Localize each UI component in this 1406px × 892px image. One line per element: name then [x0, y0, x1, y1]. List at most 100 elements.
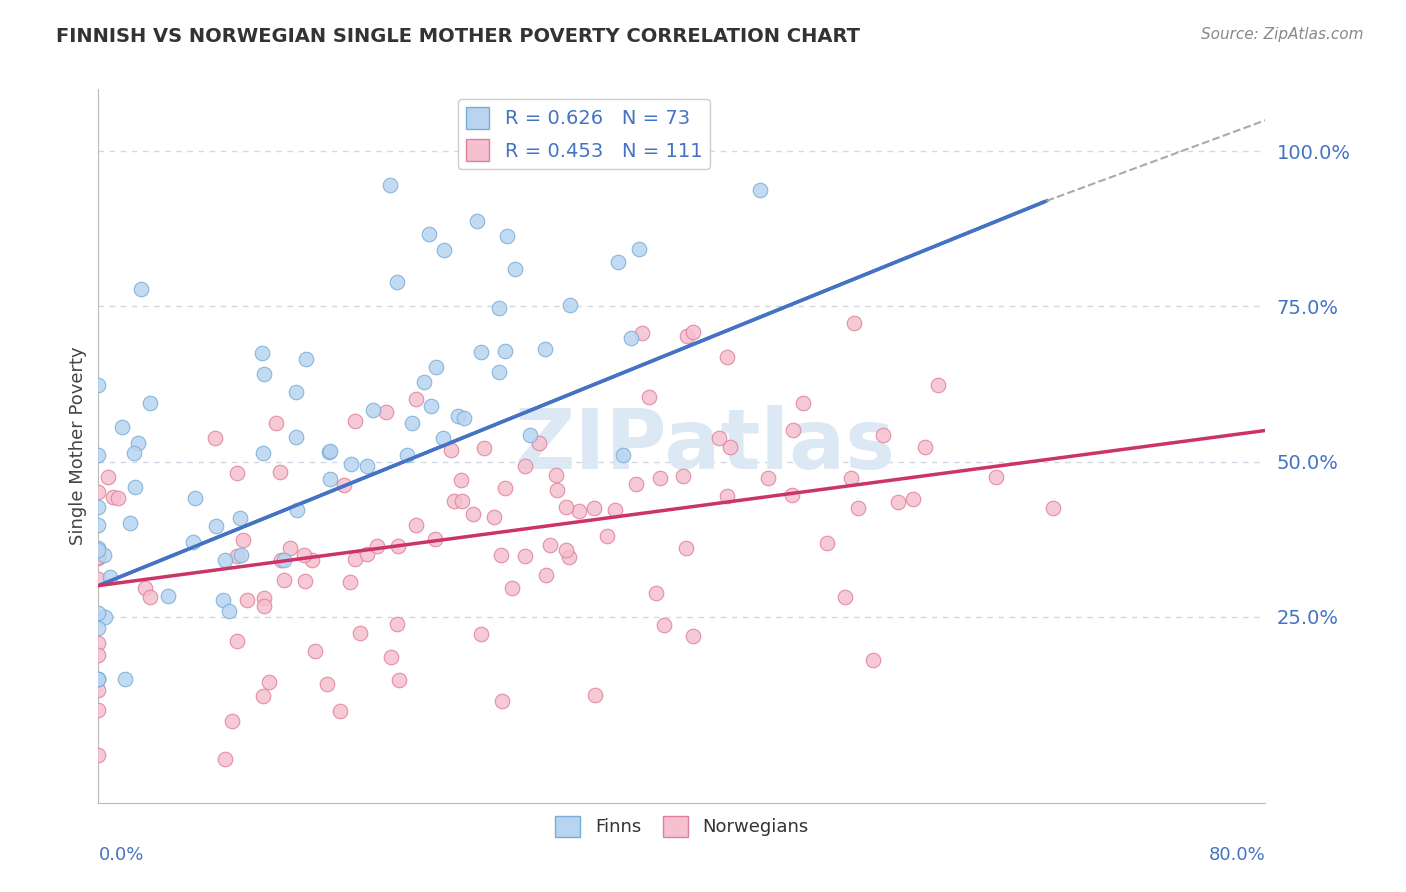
Point [453, 410, 475, 425]
Point [534, 342, 557, 356]
Point [1042, 500, 1064, 515]
Point [292, 548, 315, 562]
Point [645, 586, 668, 600]
Text: 80.0%: 80.0% [1209, 846, 1265, 863]
Point [482, 509, 505, 524]
Point [333, 478, 356, 492]
Point [488, 301, 510, 315]
Point [494, 481, 516, 495]
Point [87, 672, 110, 686]
Point [538, 538, 561, 552]
Point [672, 469, 695, 483]
Point [595, 132, 617, 146]
Point [405, 392, 427, 406]
Point [301, 553, 323, 567]
Point [682, 326, 704, 340]
Point [432, 431, 454, 445]
Legend: Finns, Norwegians: Finns, Norwegians [548, 808, 815, 844]
Point [405, 518, 427, 533]
Point [423, 532, 446, 546]
Point [107, 491, 129, 505]
Text: FINNISH VS NORWEGIAN SINGLE MOTHER POVERTY CORRELATION CHART: FINNISH VS NORWEGIAN SINGLE MOTHER POVER… [56, 27, 860, 45]
Point [470, 345, 492, 359]
Point [252, 689, 274, 703]
Point [648, 471, 671, 485]
Point [887, 495, 910, 509]
Point [273, 553, 295, 567]
Point [620, 331, 643, 345]
Point [914, 441, 936, 455]
Point [815, 536, 838, 550]
Point [447, 409, 470, 424]
Text: Source: ZipAtlas.com: Source: ZipAtlas.com [1201, 27, 1364, 42]
Point [87, 683, 110, 698]
Point [451, 494, 474, 508]
Point [87, 448, 110, 462]
Point [269, 465, 291, 479]
Point [491, 694, 513, 708]
Point [98, 570, 121, 584]
Point [716, 489, 738, 503]
Point [285, 503, 308, 517]
Point [606, 254, 628, 268]
Point [718, 440, 741, 454]
Point [157, 589, 180, 603]
Point [707, 431, 730, 445]
Point [433, 243, 456, 257]
Point [101, 491, 124, 505]
Point [418, 227, 440, 241]
Point [118, 516, 141, 530]
Point [378, 178, 401, 193]
Point [605, 503, 627, 517]
Point [366, 539, 388, 553]
Point [253, 367, 276, 381]
Point [294, 351, 316, 366]
Point [501, 581, 523, 595]
Point [901, 491, 924, 506]
Point [536, 568, 558, 582]
Point [87, 648, 110, 662]
Point [134, 582, 156, 596]
Point [413, 375, 436, 389]
Point [356, 458, 378, 473]
Point [273, 573, 295, 587]
Point [181, 535, 204, 549]
Point [627, 242, 650, 256]
Point [862, 653, 884, 667]
Point [349, 625, 371, 640]
Point [568, 504, 591, 518]
Point [494, 344, 516, 359]
Point [356, 547, 378, 561]
Point [652, 617, 675, 632]
Point [87, 500, 110, 515]
Point [87, 748, 110, 763]
Point [87, 549, 110, 564]
Point [401, 416, 423, 430]
Point [387, 617, 409, 632]
Point [425, 360, 447, 375]
Point [205, 519, 228, 533]
Point [232, 533, 254, 548]
Point [87, 606, 110, 620]
Point [624, 476, 647, 491]
Point [319, 472, 342, 486]
Point [782, 424, 804, 438]
Point [316, 677, 339, 691]
Point [278, 541, 301, 556]
Point [127, 436, 149, 450]
Point [138, 590, 160, 604]
Point [270, 553, 292, 567]
Point [792, 396, 814, 410]
Point [87, 518, 110, 533]
Point [395, 448, 418, 462]
Point [470, 627, 492, 641]
Point [122, 446, 145, 460]
Point [544, 467, 567, 482]
Point [583, 688, 606, 702]
Point [340, 458, 363, 472]
Point [387, 276, 409, 290]
Text: ZIPatlas: ZIPatlas [515, 406, 896, 486]
Point [716, 350, 738, 364]
Point [489, 548, 512, 562]
Point [488, 365, 510, 379]
